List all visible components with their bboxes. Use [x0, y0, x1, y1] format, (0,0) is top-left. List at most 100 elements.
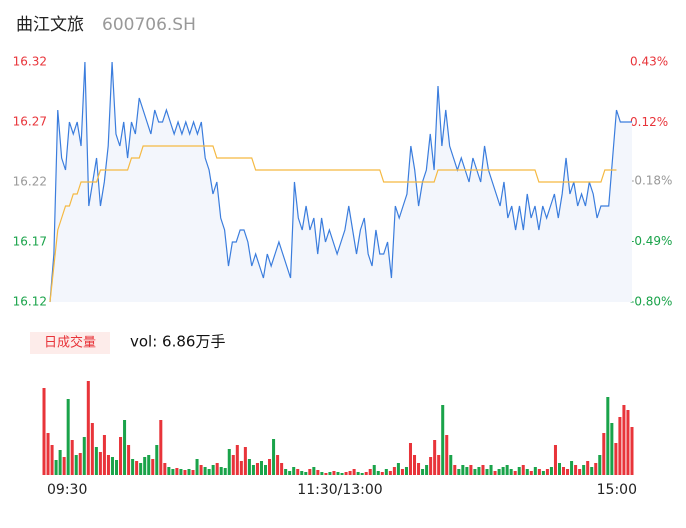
volume-bar	[90, 423, 94, 475]
volume-bar	[618, 417, 622, 475]
volume-bar	[127, 445, 131, 475]
volume-bar	[292, 467, 296, 475]
volume-bar	[626, 410, 630, 475]
volume-bar	[392, 467, 396, 475]
volume-bar	[255, 463, 259, 475]
volume-bar	[578, 469, 582, 475]
volume-bar	[215, 463, 219, 475]
volume-bar	[417, 463, 421, 475]
volume-legend: 日成交量	[44, 335, 96, 351]
y-tick-label: 16.17	[13, 235, 47, 249]
volume-bar	[46, 433, 50, 475]
volume-bar	[54, 460, 58, 475]
volume-bar	[123, 420, 127, 475]
volume-bar	[119, 437, 123, 475]
volume-bar	[501, 467, 505, 475]
volume-bar	[328, 472, 332, 475]
x-tick-label: 09:30	[47, 482, 87, 498]
volume-bar	[155, 445, 159, 475]
volume-bar	[348, 471, 352, 475]
line-price	[49, 61, 632, 303]
volume-bar	[413, 455, 417, 475]
volume-bar	[195, 459, 199, 475]
volume-bar	[582, 465, 586, 475]
volume-bar	[300, 471, 304, 475]
volume-bar	[42, 388, 46, 475]
volume-bar	[82, 437, 86, 475]
volume-bar	[505, 465, 509, 475]
line-average	[49, 145, 617, 303]
volume-bar	[364, 472, 368, 475]
volume-bar	[50, 445, 54, 475]
volume-bar	[223, 468, 227, 475]
y2-tick-label: -0.80%	[630, 295, 672, 309]
volume-bar	[272, 439, 276, 475]
y2-tick-label: -0.18%	[630, 174, 672, 188]
volume-bar	[622, 405, 626, 475]
volume-bar	[268, 459, 272, 475]
volume-bar	[481, 465, 485, 475]
volume-bar	[340, 473, 344, 475]
volume-bar	[280, 463, 284, 475]
y2-tick-label: 0.43%	[630, 55, 668, 69]
volume-bar	[247, 459, 251, 475]
volume-bar	[98, 452, 102, 475]
volume-bar	[227, 449, 231, 475]
volume-bar	[167, 467, 171, 475]
volume-bar	[94, 447, 98, 475]
volume-bar	[106, 455, 110, 475]
volume-bar	[62, 457, 66, 475]
volume-bar	[509, 469, 513, 475]
y-tick-label: 16.22	[13, 175, 47, 189]
volume-bar	[521, 465, 525, 475]
volume-bar	[388, 471, 392, 475]
volume-bar	[453, 465, 457, 475]
volume-bar	[251, 465, 255, 475]
volume-bar	[594, 463, 598, 475]
volume-bar	[304, 472, 308, 475]
volume-bar	[457, 469, 461, 475]
volume-bar	[429, 457, 433, 475]
volume-bar	[384, 469, 388, 475]
volume-bar	[308, 469, 312, 475]
volume-bar	[86, 381, 90, 475]
volume-bar	[110, 457, 114, 475]
volume-bar	[143, 457, 147, 475]
volume-bar	[352, 469, 356, 475]
volume-bar	[614, 443, 618, 475]
volume-bar	[102, 435, 106, 475]
volume-bar	[159, 420, 163, 475]
volume-bar	[191, 470, 195, 475]
y-tick-label: 16.32	[13, 55, 47, 69]
volume-bar	[356, 472, 360, 475]
volume-bar	[610, 423, 614, 475]
volume-bar	[288, 471, 292, 475]
volume-bar	[114, 460, 119, 475]
volume-bar	[70, 440, 74, 475]
volume-bar	[408, 443, 413, 475]
volume-bar	[207, 469, 211, 475]
y-tick-label: 16.12	[13, 295, 47, 309]
volume-bar	[235, 445, 239, 475]
volume-bar	[489, 465, 493, 475]
volume-bar	[360, 473, 364, 475]
volume-bar	[66, 399, 70, 475]
volume-bar	[396, 463, 400, 475]
volume-bar	[296, 469, 300, 475]
volume-bar	[586, 461, 590, 475]
volume-bar	[131, 459, 135, 475]
volume-bar	[545, 469, 549, 475]
y2-tick-label: -0.49%	[630, 234, 672, 248]
volume-bar	[380, 472, 384, 475]
volume-bar	[183, 470, 187, 475]
volume-bar	[441, 405, 445, 475]
volume-bar	[485, 469, 489, 475]
volume-bar	[590, 467, 594, 475]
volume-bar	[449, 455, 453, 475]
volume-bar	[163, 463, 167, 475]
volume-bar	[336, 472, 340, 475]
volume-bar	[332, 471, 336, 475]
stock-code: 600706.SH	[102, 15, 196, 35]
x-tick-label: 15:00	[597, 482, 637, 498]
